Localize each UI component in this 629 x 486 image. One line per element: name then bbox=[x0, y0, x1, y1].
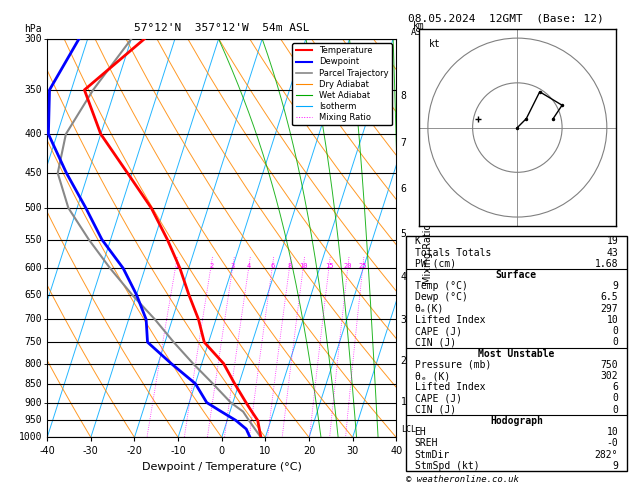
Text: hPa: hPa bbox=[25, 24, 42, 34]
Text: Pressure (mb): Pressure (mb) bbox=[415, 360, 491, 370]
Text: 25: 25 bbox=[359, 262, 367, 269]
Text: 800: 800 bbox=[25, 359, 42, 368]
Text: 400: 400 bbox=[25, 129, 42, 139]
Text: 700: 700 bbox=[25, 314, 42, 324]
Text: kt: kt bbox=[429, 39, 440, 49]
Text: CAPE (J): CAPE (J) bbox=[415, 326, 462, 336]
Text: CIN (J): CIN (J) bbox=[415, 405, 455, 415]
Text: 500: 500 bbox=[25, 203, 42, 213]
Text: 19: 19 bbox=[606, 236, 618, 246]
Text: 6: 6 bbox=[613, 382, 618, 392]
Text: 3: 3 bbox=[231, 262, 235, 269]
Text: CIN (J): CIN (J) bbox=[415, 337, 455, 347]
Text: StmDir: StmDir bbox=[415, 450, 450, 460]
Text: 750: 750 bbox=[25, 337, 42, 347]
Text: 43: 43 bbox=[606, 247, 618, 258]
Text: Dewp (°C): Dewp (°C) bbox=[415, 293, 467, 302]
Legend: Temperature, Dewpoint, Parcel Trajectory, Dry Adiabat, Wet Adiabat, Isotherm, Mi: Temperature, Dewpoint, Parcel Trajectory… bbox=[292, 43, 392, 125]
Text: 08.05.2024  12GMT  (Base: 12): 08.05.2024 12GMT (Base: 12) bbox=[408, 14, 603, 24]
Text: 0: 0 bbox=[613, 394, 618, 403]
Text: Mixing Ratio (g/kg): Mixing Ratio (g/kg) bbox=[423, 192, 433, 284]
Text: 900: 900 bbox=[25, 398, 42, 408]
Text: 450: 450 bbox=[25, 168, 42, 178]
Text: 550: 550 bbox=[25, 235, 42, 244]
Text: Most Unstable: Most Unstable bbox=[478, 348, 555, 359]
Text: © weatheronline.co.uk: © weatheronline.co.uk bbox=[406, 474, 518, 484]
Text: 6.5: 6.5 bbox=[601, 293, 618, 302]
Text: km: km bbox=[413, 21, 425, 31]
Text: Lifted Index: Lifted Index bbox=[415, 382, 485, 392]
Text: 1000: 1000 bbox=[18, 433, 42, 442]
Text: Hodograph: Hodograph bbox=[490, 416, 543, 426]
Text: Temp (°C): Temp (°C) bbox=[415, 281, 467, 291]
Text: 9: 9 bbox=[613, 281, 618, 291]
Text: 3: 3 bbox=[401, 315, 407, 325]
Text: 7: 7 bbox=[401, 138, 407, 148]
Text: 9: 9 bbox=[613, 461, 618, 471]
Text: θₑ (K): θₑ (K) bbox=[415, 371, 450, 381]
Text: 350: 350 bbox=[25, 85, 42, 95]
Text: 650: 650 bbox=[25, 290, 42, 300]
Text: Surface: Surface bbox=[496, 270, 537, 280]
Text: Lifted Index: Lifted Index bbox=[415, 315, 485, 325]
Text: 4: 4 bbox=[247, 262, 251, 269]
Text: Totals Totals: Totals Totals bbox=[415, 247, 491, 258]
Text: 2: 2 bbox=[401, 356, 407, 366]
Text: 10: 10 bbox=[299, 262, 308, 269]
Text: 1.68: 1.68 bbox=[595, 259, 618, 269]
Text: CAPE (J): CAPE (J) bbox=[415, 394, 462, 403]
Text: 57°12'N  357°12'W  54m ASL: 57°12'N 357°12'W 54m ASL bbox=[134, 23, 309, 33]
Text: 750: 750 bbox=[601, 360, 618, 370]
Text: SREH: SREH bbox=[415, 438, 438, 449]
Text: 10: 10 bbox=[606, 315, 618, 325]
Text: StmSpd (kt): StmSpd (kt) bbox=[415, 461, 479, 471]
Text: 282°: 282° bbox=[595, 450, 618, 460]
Text: 1: 1 bbox=[401, 397, 407, 407]
Text: 2: 2 bbox=[209, 262, 213, 269]
Text: 8: 8 bbox=[287, 262, 292, 269]
Text: 20: 20 bbox=[344, 262, 352, 269]
Text: 8: 8 bbox=[401, 90, 407, 101]
Text: θₑ(K): θₑ(K) bbox=[415, 304, 444, 313]
Text: LCL: LCL bbox=[401, 424, 416, 434]
Text: 6: 6 bbox=[270, 262, 275, 269]
Text: 297: 297 bbox=[601, 304, 618, 313]
Text: 6: 6 bbox=[401, 184, 407, 194]
Text: -0: -0 bbox=[606, 438, 618, 449]
Text: 1: 1 bbox=[174, 262, 178, 269]
Text: 600: 600 bbox=[25, 263, 42, 273]
Text: ASL: ASL bbox=[411, 28, 427, 37]
Text: EH: EH bbox=[415, 427, 426, 437]
Text: 850: 850 bbox=[25, 379, 42, 389]
Text: 10: 10 bbox=[606, 427, 618, 437]
Text: 0: 0 bbox=[613, 326, 618, 336]
Text: 300: 300 bbox=[25, 34, 42, 44]
Text: 0: 0 bbox=[613, 405, 618, 415]
Text: 0: 0 bbox=[613, 337, 618, 347]
Text: 950: 950 bbox=[25, 416, 42, 425]
Text: 15: 15 bbox=[325, 262, 333, 269]
Text: PW (cm): PW (cm) bbox=[415, 259, 455, 269]
Text: K: K bbox=[415, 236, 420, 246]
Text: 302: 302 bbox=[601, 371, 618, 381]
X-axis label: Dewpoint / Temperature (°C): Dewpoint / Temperature (°C) bbox=[142, 462, 302, 472]
Text: 5: 5 bbox=[401, 228, 407, 239]
Text: 4: 4 bbox=[401, 272, 407, 282]
